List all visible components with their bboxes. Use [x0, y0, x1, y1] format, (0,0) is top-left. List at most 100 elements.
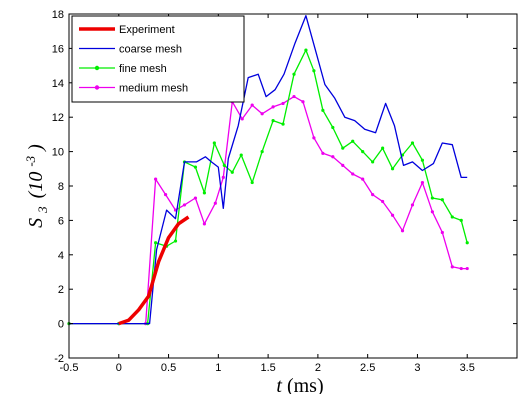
x-tick-label: 0.5 [161, 362, 176, 374]
series-line-coarse-mesh [69, 15, 468, 325]
data-point-medium-mesh [182, 203, 187, 207]
data-point-fine-mesh [420, 158, 425, 162]
x-tick-label: 3.5 [460, 362, 475, 374]
data-point-medium-mesh [331, 155, 335, 159]
data-point-medium-mesh [292, 94, 296, 99]
data-point-fine-mesh [292, 72, 296, 76]
data-point-fine-mesh [154, 241, 158, 245]
data-point-fine-mesh [351, 139, 355, 143]
x-axis-unit: (ms) [287, 375, 324, 394]
data-point-fine-mesh [430, 196, 434, 200]
data-point-medium-mesh [351, 172, 355, 176]
data-point-medium-mesh [221, 175, 225, 179]
y-axis-variable: S [25, 218, 47, 228]
x-axis-variable: t [276, 375, 282, 394]
series-line-medium-mesh [69, 95, 468, 325]
y-axis-prefix: (10 [25, 172, 47, 199]
data-point-fine-mesh [341, 146, 345, 150]
data-point-medium-mesh [371, 193, 375, 197]
legend-marker-fine-mesh [94, 65, 100, 71]
data-point-medium-mesh [163, 193, 168, 197]
x-tick-label: 3 [414, 362, 420, 374]
legend-label-fine-mesh: fine mesh [119, 63, 167, 75]
data-point-medium-mesh [440, 230, 444, 235]
data-point-medium-mesh [202, 222, 206, 226]
series-line-experiment [118, 215, 190, 326]
legend: Experiment coarse mesh fine mesh medium mes… [71, 15, 245, 103]
data-point-medium-mesh [154, 177, 158, 181]
x-tick-label: 2.5 [360, 362, 375, 374]
x-tick-label: 1 [215, 362, 221, 374]
data-point-fine-mesh [465, 241, 469, 245]
data-point-medium-mesh [301, 100, 305, 104]
data-point-fine-mesh [239, 153, 243, 157]
data-point-fine-mesh [361, 150, 365, 154]
data-point-medium-mesh [193, 196, 198, 200]
data-point-medium-mesh [465, 266, 469, 271]
x-axis-title: t (ms) [276, 375, 323, 394]
y-tick-label: 18 [52, 9, 64, 21]
data-point-fine-mesh [450, 215, 454, 219]
data-point-fine-mesh [440, 198, 444, 202]
y-tick-label: -2 [54, 353, 64, 365]
data-point-medium-mesh [213, 201, 217, 205]
legend-marker-medium-mesh [94, 85, 100, 90]
data-point-fine-mesh [193, 165, 198, 169]
tick-layer: -0.5 0 0.5 1 1.5 2 2.5 3 3.5 -2 0 2 4 6 8 10 12 14 16 18 [52, 9, 517, 374]
data-point-fine-mesh [321, 108, 325, 112]
y-tick-label: 4 [58, 250, 64, 262]
data-point-medium-mesh [381, 199, 385, 204]
x-tick-label: 2 [315, 362, 321, 374]
data-point-medium-mesh [312, 136, 316, 140]
data-point-fine-mesh [304, 48, 308, 52]
data-point-fine-mesh [250, 180, 254, 185]
y-axis-suffix: ) [25, 144, 47, 152]
y-tick-label: 6 [58, 215, 64, 227]
y-tick-label: 16 [52, 43, 64, 55]
data-point-medium-mesh [361, 177, 365, 181]
x-tick-label: 1.5 [260, 362, 275, 374]
data-point-fine-mesh [459, 218, 463, 222]
data-point-medium-mesh [450, 265, 454, 269]
data-point-fine-mesh [281, 122, 285, 126]
data-point-medium-mesh [260, 112, 264, 116]
y-tick-label: 10 [52, 147, 64, 159]
y-axis-title: S 3 (10 -3 ) [18, 144, 52, 228]
data-point-medium-mesh [271, 105, 275, 109]
data-point-medium-mesh [430, 210, 434, 214]
legend-label-experiment: Experiment [119, 24, 175, 36]
data-point-fine-mesh [331, 125, 335, 130]
data-point-fine-mesh [381, 146, 385, 150]
data-point-fine-mesh [390, 167, 395, 171]
y-tick-label: 8 [58, 181, 64, 193]
y-tick-label: 0 [58, 319, 64, 331]
data-point-fine-mesh [202, 191, 206, 195]
data-point-fine-mesh [173, 239, 178, 243]
data-point-medium-mesh [459, 266, 463, 271]
data-point-medium-mesh [390, 213, 395, 217]
legend-label-coarse-mesh: coarse mesh [119, 44, 182, 56]
legend-label-medium-mesh: medium mesh [119, 83, 188, 95]
data-point-medium-mesh [240, 117, 244, 121]
y-axis-superscript: -3 [23, 155, 38, 166]
data-point-medium-mesh [281, 101, 285, 106]
data-point-fine-mesh [230, 170, 234, 174]
x-tick-label: 0 [116, 362, 122, 374]
x-tick-label: -0.5 [60, 362, 79, 374]
data-point-fine-mesh [312, 69, 316, 73]
data-point-fine-mesh [271, 119, 275, 123]
data-point-medium-mesh [420, 180, 425, 185]
data-point-medium-mesh [410, 203, 415, 207]
data-point-medium-mesh [321, 151, 325, 155]
data-point-medium-mesh [341, 163, 345, 167]
data-point-fine-mesh [212, 141, 216, 145]
data-point-fine-mesh [260, 150, 264, 154]
data-point-fine-mesh [371, 160, 375, 164]
data-point-fine-mesh [410, 141, 415, 145]
data-point-fine-mesh [222, 163, 226, 167]
y-tick-label: 14 [52, 78, 64, 90]
y-axis-subscript: 3 [35, 206, 50, 214]
data-point-medium-mesh [250, 103, 254, 107]
y-tick-label: 12 [52, 112, 64, 124]
